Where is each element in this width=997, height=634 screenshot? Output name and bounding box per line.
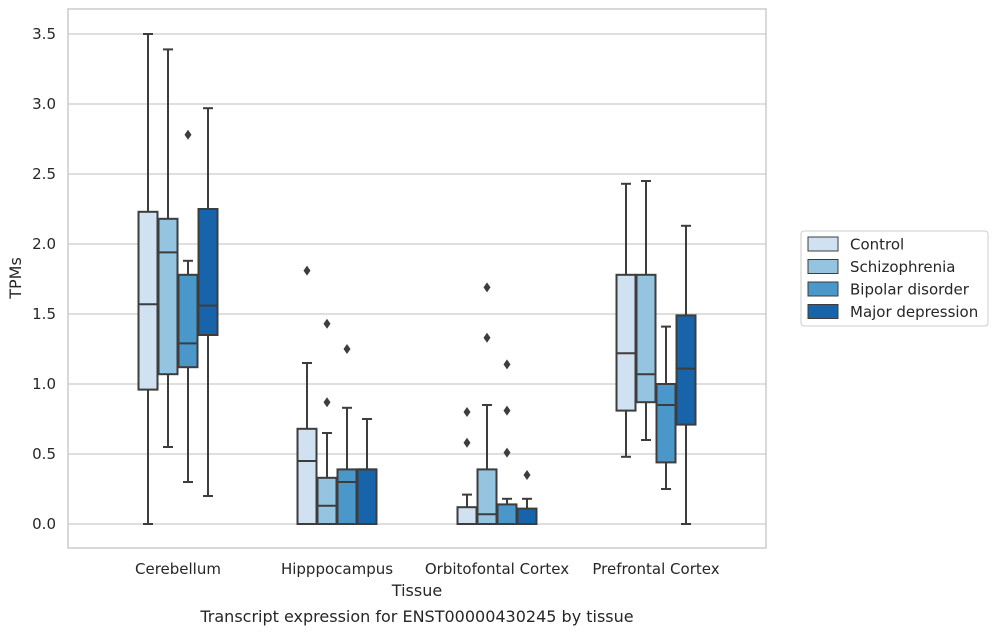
box-body xyxy=(316,476,338,525)
x-axis-title: Tissue xyxy=(391,581,442,600)
legend-swatch xyxy=(807,259,839,274)
outlier-point xyxy=(503,405,511,416)
outlier-point xyxy=(303,265,311,276)
box-body xyxy=(296,427,318,525)
box-schizophrenia xyxy=(476,282,498,525)
y-tick-label: 3.0 xyxy=(32,95,56,113)
box-body xyxy=(456,506,478,526)
box-body xyxy=(496,503,518,525)
outlier-point xyxy=(463,407,471,417)
outlier-point xyxy=(463,437,471,448)
y-tick-label: 0.0 xyxy=(32,515,56,533)
y-axis-ticks: 0.0 0.5 1.0 1.5 2.0 2.5 3.0 3.5 xyxy=(32,25,56,533)
box-major-depression xyxy=(675,224,697,525)
box-control xyxy=(296,265,318,525)
box-bipolar-disorder xyxy=(177,129,199,483)
outlier-point xyxy=(343,344,351,354)
legend-frame xyxy=(800,230,989,327)
outlier-point xyxy=(323,397,331,408)
y-tick-label: 1.5 xyxy=(32,305,56,323)
x-axis-ticks: Cerebellum Hipppocampus Orbitofontal Corte… xyxy=(135,560,720,578)
chart-caption: Transcript expression for ENST0000043024… xyxy=(199,607,633,626)
outlier-point xyxy=(184,129,192,140)
box-control xyxy=(456,407,478,526)
outlier-point xyxy=(503,447,511,458)
legend-label: Schizophrenia xyxy=(850,258,955,276)
y-tick-label: 3.5 xyxy=(32,25,56,43)
outlier-point xyxy=(483,332,491,343)
box-body xyxy=(516,507,538,526)
x-tick-label: Prefrontal Cortex xyxy=(592,560,719,578)
legend-swatch xyxy=(807,281,839,297)
box-schizophrenia xyxy=(316,318,338,525)
x-tick-label: Orbitofontal Cortex xyxy=(425,560,569,578)
box-schizophrenia xyxy=(635,180,657,441)
box-body xyxy=(336,468,358,525)
box-body xyxy=(615,273,637,412)
box-body xyxy=(635,273,657,404)
box-control xyxy=(615,182,637,458)
outlier-point xyxy=(503,359,511,370)
legend-swatch xyxy=(807,236,839,252)
box-body xyxy=(476,468,498,525)
y-tick-label: 0.5 xyxy=(32,445,56,463)
box-bipolar-disorder xyxy=(336,344,358,525)
box-control xyxy=(137,33,159,525)
outlier-point xyxy=(483,282,491,293)
x-tick-label: Hipppocampus xyxy=(281,560,393,578)
y-axis-title: TPMs xyxy=(6,257,25,300)
legend-label: Bipolar disorder xyxy=(850,281,970,299)
box-major-depression xyxy=(197,107,219,497)
plot-frame xyxy=(67,8,767,549)
legend-label: Control xyxy=(850,236,904,254)
box-body xyxy=(157,217,179,376)
y-tick-label: 2.0 xyxy=(32,235,56,253)
box-body xyxy=(197,208,219,336)
box-body xyxy=(177,273,199,369)
boxes xyxy=(137,33,697,526)
box-bipolar-disorder xyxy=(655,325,677,490)
legend: Control Schizophrenia Bipolar disorder Majo… xyxy=(800,230,989,327)
box-major-depression xyxy=(356,418,378,525)
box-major-depression xyxy=(516,470,538,526)
box-schizophrenia xyxy=(157,48,179,448)
outlier-point xyxy=(323,318,331,329)
y-tick-label: 1.0 xyxy=(32,375,56,393)
y-tick-label: 2.5 xyxy=(32,165,56,183)
legend-swatch xyxy=(807,304,839,319)
outlier-point xyxy=(523,470,531,480)
box-body xyxy=(356,468,378,525)
legend-label: Major depression xyxy=(850,303,978,321)
x-tick-label: Cerebellum xyxy=(135,560,221,578)
box-body xyxy=(655,383,677,464)
box-body xyxy=(675,314,697,426)
box-body xyxy=(137,210,159,391)
